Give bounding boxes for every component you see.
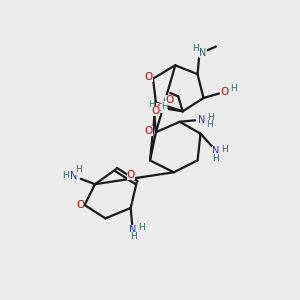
Text: H: H bbox=[62, 171, 69, 180]
Text: H: H bbox=[130, 232, 136, 241]
Text: N: N bbox=[212, 146, 220, 157]
Text: H: H bbox=[221, 145, 228, 154]
Text: H: H bbox=[138, 223, 145, 232]
Text: N: N bbox=[198, 115, 206, 125]
Text: N: N bbox=[199, 48, 207, 58]
Text: O: O bbox=[76, 200, 84, 210]
Text: N: N bbox=[70, 171, 77, 181]
Text: O: O bbox=[156, 103, 164, 113]
Text: O: O bbox=[152, 106, 160, 116]
Text: H: H bbox=[192, 44, 199, 52]
Text: O: O bbox=[144, 126, 153, 136]
Text: O: O bbox=[127, 170, 135, 180]
Text: O: O bbox=[220, 87, 228, 97]
Text: H: H bbox=[230, 84, 237, 93]
Text: H: H bbox=[206, 120, 213, 129]
Text: H: H bbox=[213, 154, 219, 163]
Text: H: H bbox=[75, 165, 82, 174]
Text: H: H bbox=[207, 113, 213, 122]
Text: H: H bbox=[148, 100, 155, 109]
Text: N: N bbox=[129, 225, 137, 235]
Text: O: O bbox=[144, 72, 153, 82]
Text: H: H bbox=[161, 101, 168, 110]
Text: O: O bbox=[165, 95, 173, 105]
